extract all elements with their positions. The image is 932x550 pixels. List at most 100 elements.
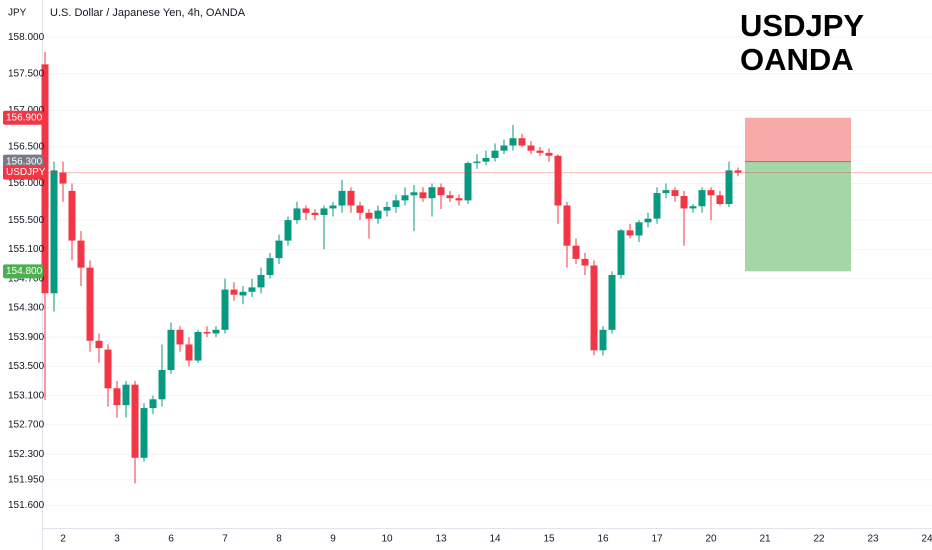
candle-body	[428, 187, 436, 199]
symbol-badge	[3, 165, 43, 180]
candle-body	[365, 212, 373, 219]
x-tick-label: 13	[435, 534, 447, 545]
candle-body	[212, 329, 220, 334]
candle-body	[68, 190, 76, 241]
candle-body	[527, 145, 535, 151]
candle-body	[437, 187, 445, 196]
candle-body	[716, 195, 724, 205]
candle-body	[446, 195, 454, 199]
x-tick-label: 14	[489, 534, 501, 545]
x-tick-label: 16	[597, 534, 609, 545]
y-tick-label: 152.300	[8, 449, 45, 460]
candle-body	[59, 172, 67, 184]
candle-body	[77, 240, 85, 268]
candle-body	[293, 208, 301, 221]
symbol-badge-label: USDJPY	[6, 167, 46, 178]
candle-body	[113, 388, 121, 406]
position-target-zone	[745, 117, 851, 162]
candle-body	[536, 150, 544, 153]
candle-body	[284, 220, 292, 241]
candle-body	[95, 340, 103, 349]
target-badge-label: 156.900	[6, 112, 43, 123]
candle-body	[266, 258, 274, 275]
y-tick-label: 153.100	[8, 390, 45, 401]
stop-badge-label: 154.800	[6, 266, 43, 277]
entry-badge-label: 156.300	[6, 156, 43, 167]
candle-body	[734, 170, 742, 173]
candle-body	[698, 190, 706, 207]
y-tick-label: 157.500	[8, 69, 45, 80]
x-tick-label: 6	[168, 534, 174, 545]
candle-body	[140, 408, 148, 458]
x-tick-label: 22	[813, 534, 825, 545]
x-tick-label: 23	[867, 534, 879, 545]
x-tick-label: 21	[759, 534, 771, 545]
candle-body	[671, 190, 679, 196]
candle-body	[185, 344, 193, 361]
candle-body	[401, 195, 409, 201]
y-tick-label: 156.500	[8, 142, 45, 153]
candle-body	[518, 138, 526, 146]
y-tick-label: 154.300	[8, 303, 45, 314]
x-tick-label: 9	[330, 534, 336, 545]
candle-body	[239, 291, 247, 296]
y-tick-label: 157.000	[8, 105, 45, 116]
y-tick-label: 158.000	[8, 32, 45, 43]
x-tick-label: 3	[114, 534, 120, 545]
candle-body	[653, 193, 661, 219]
candle-body	[464, 163, 472, 201]
candle-body	[617, 230, 625, 275]
candle-body	[257, 274, 265, 288]
candle-body	[590, 265, 598, 351]
candle-body	[563, 205, 571, 246]
chart-title: USDJPY	[740, 8, 864, 43]
candle-body	[347, 190, 355, 206]
candle-body	[626, 230, 634, 236]
candle-body	[383, 206, 391, 211]
candle-body	[302, 208, 310, 213]
y-tick-label: 154.700	[8, 273, 45, 284]
candle-body	[644, 218, 652, 223]
candle-body	[491, 150, 499, 158]
plot	[41, 36, 932, 506]
candle-body	[122, 384, 130, 406]
candle-body	[725, 170, 733, 205]
target-badge	[3, 110, 43, 125]
candle-body	[230, 289, 238, 295]
candle-body	[419, 192, 427, 199]
candle-body	[320, 208, 328, 216]
candle-body	[329, 205, 337, 209]
candle-body	[203, 332, 211, 334]
x-tick-label: 2	[60, 534, 66, 545]
x-tick-label: 15	[543, 534, 555, 545]
y-tick-label: 153.900	[8, 332, 45, 343]
candle-body	[455, 198, 463, 201]
candle-body	[221, 289, 229, 330]
candle-body	[275, 240, 283, 259]
candle-body	[680, 195, 688, 209]
y-tick-label: 151.950	[8, 474, 45, 485]
candle-body	[509, 138, 517, 146]
y-tick-label: 155.500	[8, 215, 45, 226]
candle-body	[41, 64, 49, 294]
candle-body	[356, 205, 364, 213]
candle-body	[689, 206, 697, 209]
y-tick-label: 156.000	[8, 178, 45, 189]
candle-body	[599, 329, 607, 351]
y-tick-label: 152.700	[8, 420, 45, 431]
x-tick-label: 7	[222, 534, 228, 545]
candle-body	[635, 222, 643, 236]
candle-body	[149, 399, 157, 409]
y-tick-label: 153.500	[8, 361, 45, 372]
candle-body	[248, 287, 256, 292]
candle-body	[707, 190, 715, 196]
position-stop-zone	[745, 161, 851, 272]
candle-body	[410, 192, 418, 196]
candle-body	[176, 329, 184, 345]
candle-body	[572, 245, 580, 259]
x-tick-label: 24	[921, 534, 932, 545]
entry-badge	[3, 154, 43, 169]
candle-body	[554, 155, 562, 206]
